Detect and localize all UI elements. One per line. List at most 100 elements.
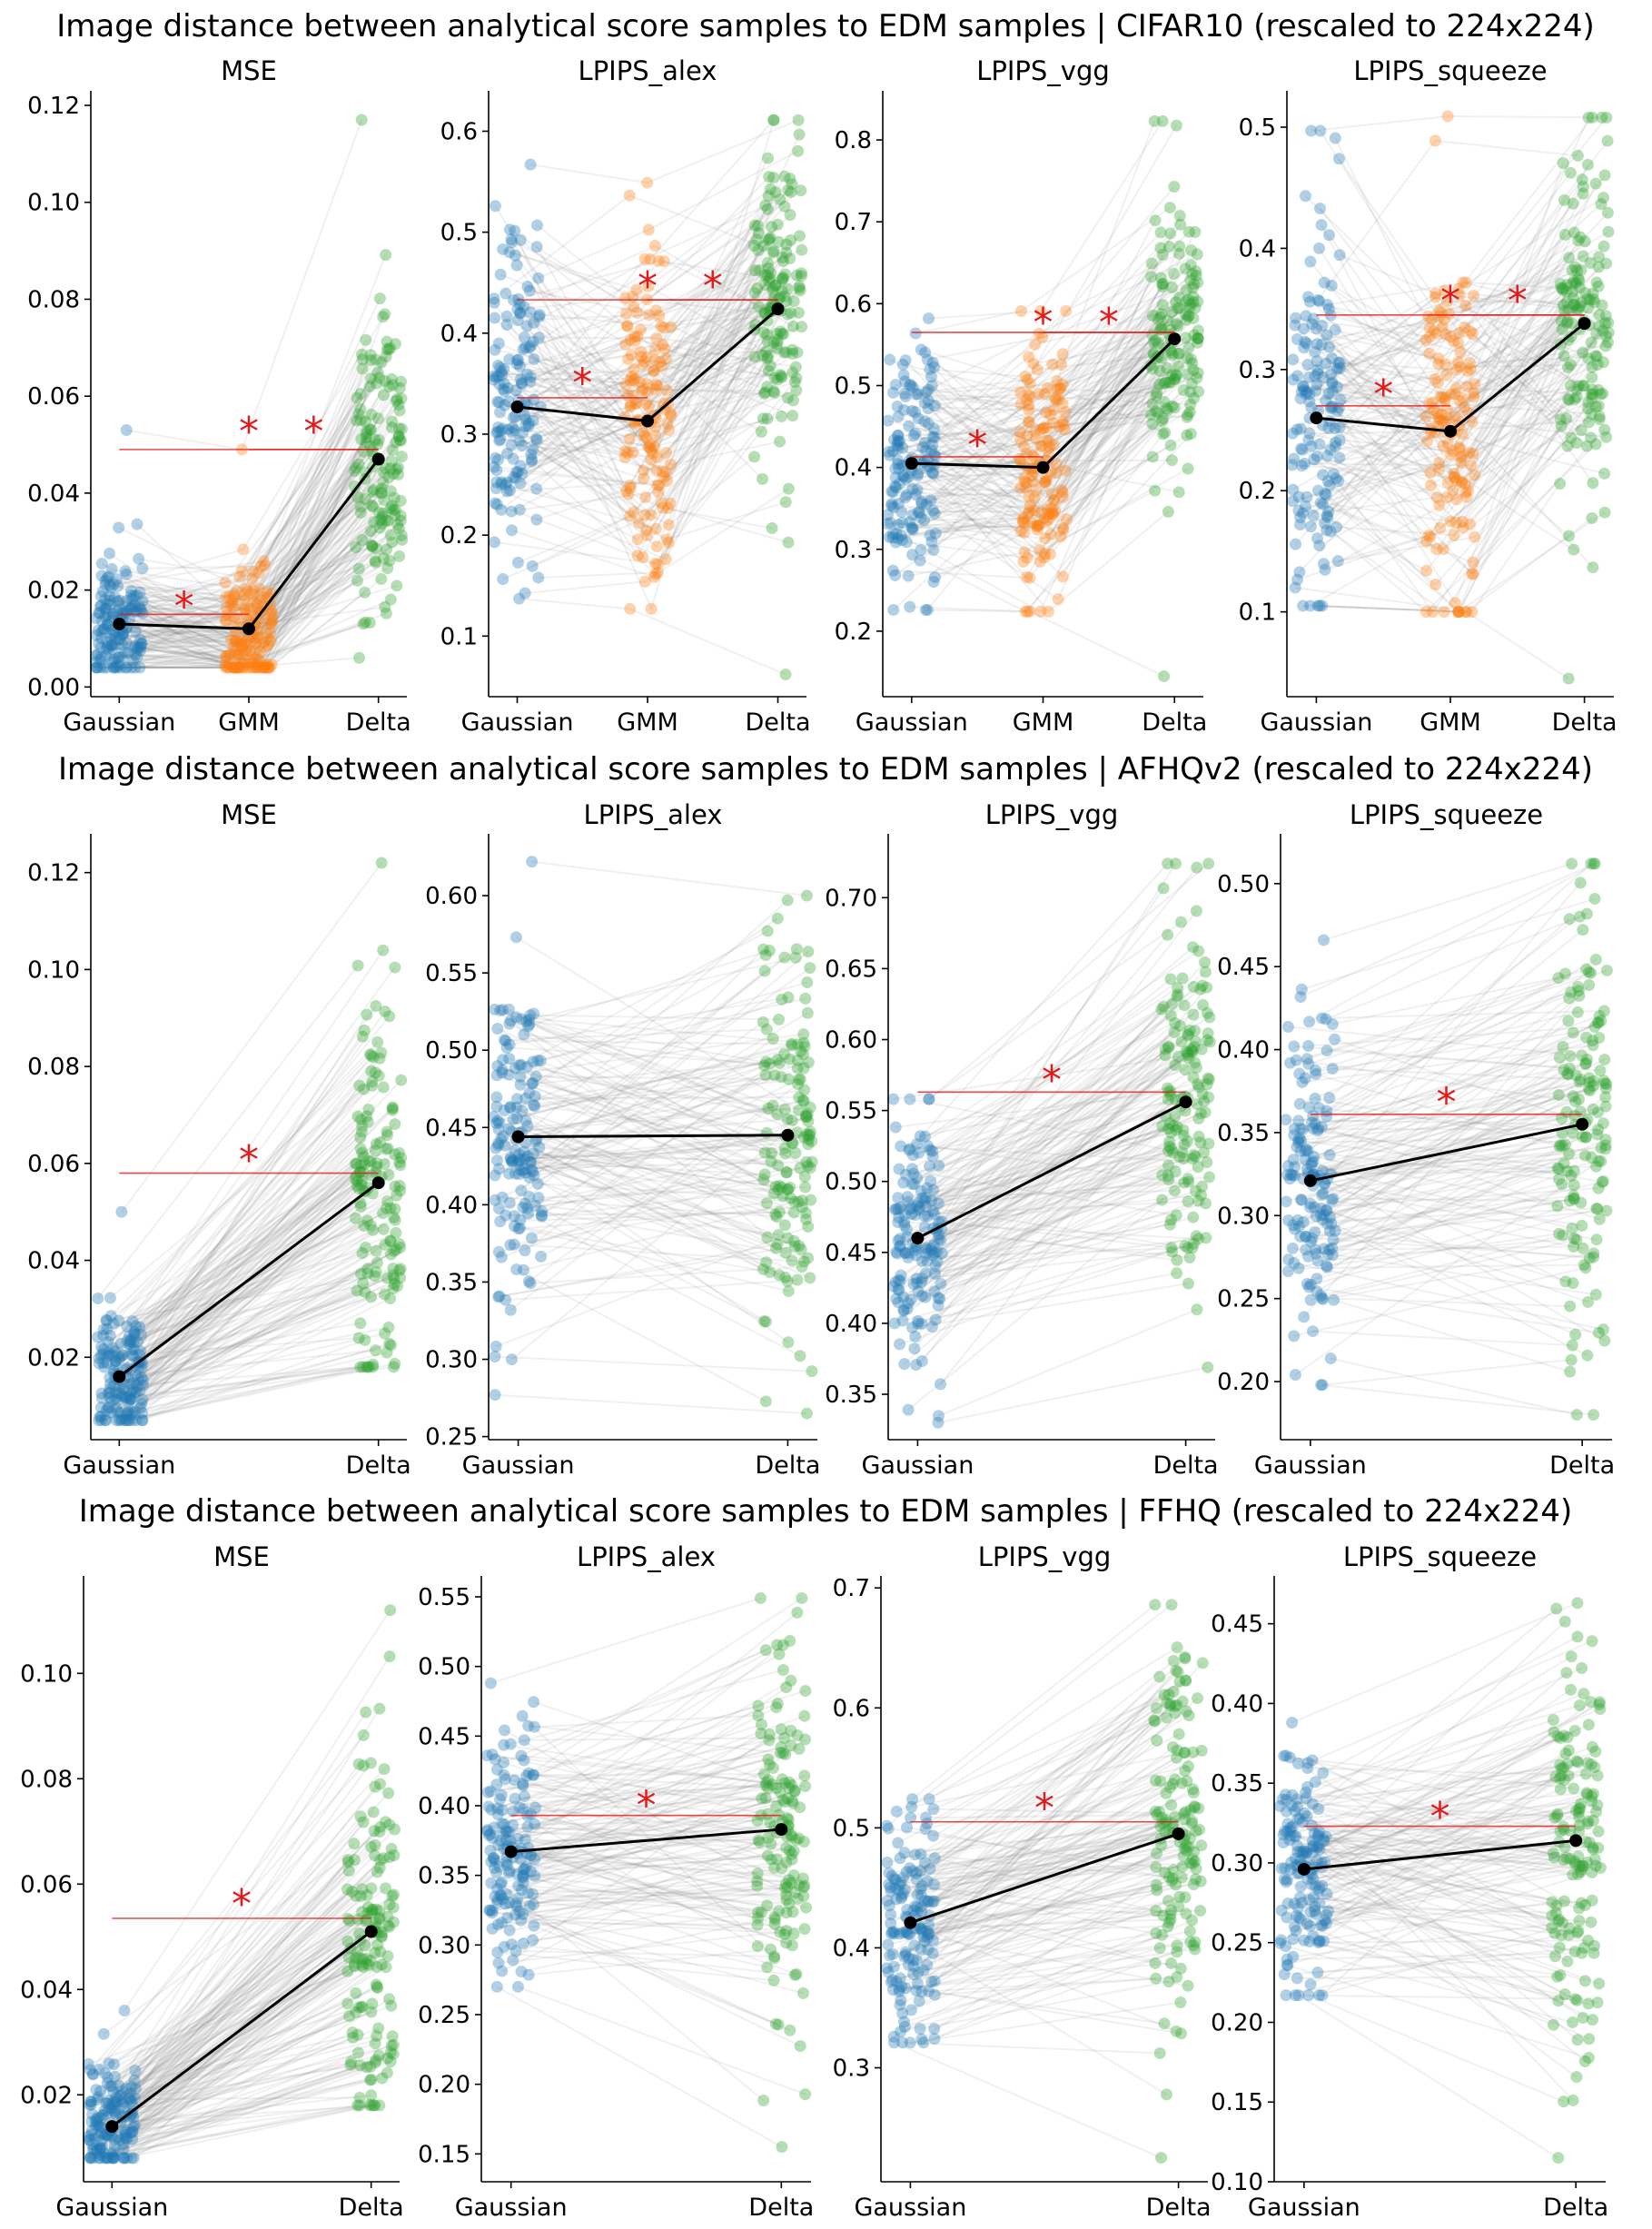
data-point [894, 435, 906, 448]
pair-line [498, 342, 636, 405]
data-point [761, 925, 774, 937]
data-point [265, 604, 278, 617]
data-point [1563, 913, 1576, 926]
pair-line [1027, 337, 1199, 396]
data-point [488, 461, 500, 473]
data-point [126, 654, 139, 667]
data-point [490, 498, 503, 510]
pair-lines-cifar10-mse [95, 119, 403, 669]
data-point [134, 602, 147, 615]
pair-line [1020, 329, 1172, 532]
data-point [1596, 1176, 1608, 1189]
data-point [497, 1004, 509, 1016]
data-point [914, 554, 926, 567]
data-point [529, 432, 542, 445]
data-point [370, 1265, 382, 1278]
data-point [759, 199, 772, 212]
pair-line [496, 328, 641, 434]
data-point [911, 1172, 924, 1184]
pair-line [914, 426, 1060, 437]
data-point [770, 279, 783, 292]
data-point [1290, 538, 1302, 550]
data-point [496, 369, 509, 381]
data-point [928, 507, 941, 520]
pair-line [1023, 279, 1192, 465]
data-point [393, 381, 406, 394]
data-point [779, 268, 792, 281]
data-point [929, 527, 942, 540]
pair-line [896, 459, 1029, 515]
data-point [513, 434, 526, 447]
data-point [1589, 177, 1602, 190]
data-point [1303, 1201, 1316, 1214]
data-point [631, 533, 644, 546]
data-point [511, 354, 524, 367]
pair-line [507, 480, 668, 493]
data-point [1304, 255, 1317, 268]
data-point [625, 371, 638, 383]
pair-line [648, 262, 768, 316]
data-point [1317, 934, 1330, 946]
pair-line [529, 290, 660, 317]
pair-line [1435, 139, 1578, 157]
data-point [1182, 1195, 1194, 1208]
data-point [236, 661, 249, 674]
data-point [505, 1353, 518, 1366]
pair-line [653, 310, 782, 578]
data-point [915, 497, 928, 510]
data-point [522, 420, 535, 432]
data-point [1053, 393, 1065, 406]
data-point [1170, 370, 1182, 382]
data-point [925, 494, 937, 507]
pair-line [655, 189, 789, 340]
data-point [790, 269, 803, 282]
data-point [628, 372, 641, 385]
data-point [793, 280, 806, 292]
data-point [924, 529, 936, 541]
data-point [1304, 520, 1317, 533]
data-point [779, 496, 792, 509]
data-point [1191, 861, 1203, 874]
data-point [924, 1144, 936, 1156]
data-point [220, 649, 232, 662]
data-point [492, 337, 505, 350]
data-point [1444, 515, 1457, 528]
pair-line [1027, 185, 1175, 358]
data-point [1159, 1043, 1172, 1055]
pair-line [126, 429, 242, 451]
data-point [897, 404, 910, 417]
pair-line [233, 612, 387, 669]
pair-line [649, 119, 775, 261]
data-point [789, 1146, 802, 1159]
y-tick-label: 0.2 [1239, 478, 1276, 505]
pair-line [898, 413, 1051, 470]
mean-cifar10-mse [113, 452, 385, 636]
pair-line [510, 429, 670, 512]
pair-line [524, 414, 636, 423]
data-point [488, 296, 500, 309]
data-point [1330, 472, 1342, 485]
pair-line [129, 618, 257, 669]
data-point [253, 645, 266, 658]
pair-line [224, 490, 374, 622]
data-point [516, 378, 529, 391]
data-point [529, 1070, 542, 1083]
data-point [510, 259, 523, 272]
pair-line [643, 195, 770, 434]
data-point [1148, 114, 1161, 127]
pair-line [655, 381, 796, 429]
pair-line [1042, 282, 1195, 339]
pair-line [629, 283, 766, 408]
data-point [378, 493, 391, 506]
data-point [1316, 319, 1329, 332]
data-point [1302, 434, 1315, 447]
data-point [377, 944, 390, 956]
data-point [913, 506, 925, 519]
data-point [1165, 454, 1178, 467]
data-point [906, 523, 919, 536]
pair-line [503, 382, 652, 516]
mean-marker-gaussian [511, 1130, 525, 1144]
data-point [757, 387, 770, 400]
data-point [918, 436, 931, 449]
data-point [120, 661, 133, 674]
